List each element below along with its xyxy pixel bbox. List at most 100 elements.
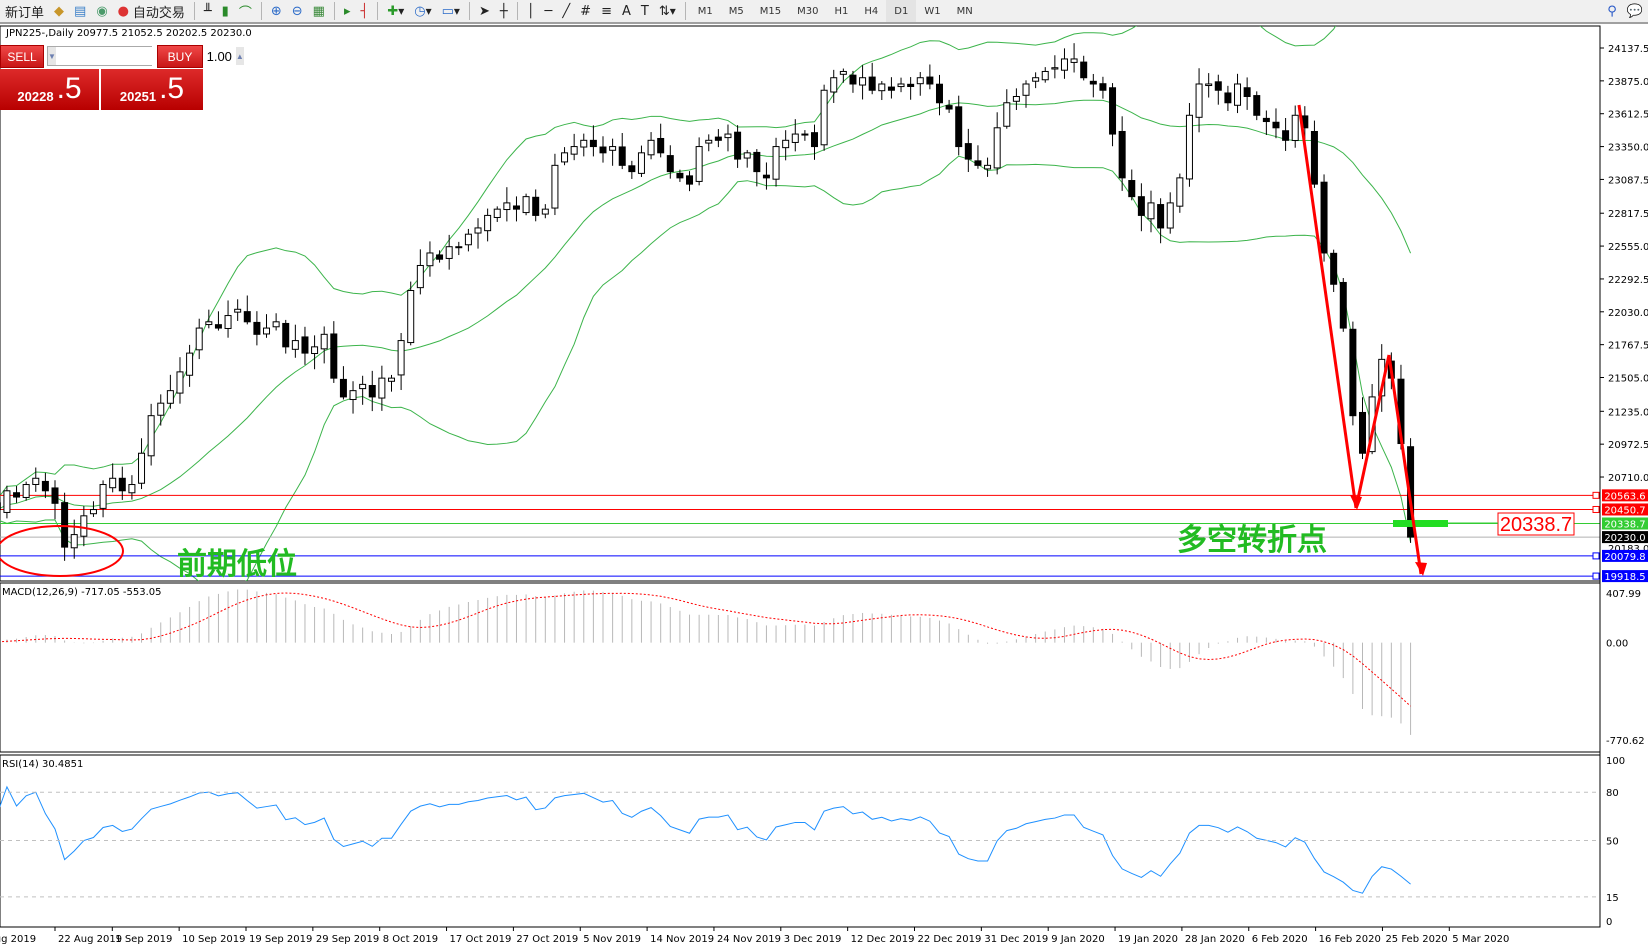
candle [416,249,424,295]
equidistant-channel-icon[interactable]: # [580,3,592,19]
candle-body [955,106,963,148]
price-level-tag-text: 20563.6 [1604,491,1645,502]
candle-body [541,208,549,215]
crosshair-icon[interactable]: ┼ [499,3,508,19]
text-label-icon[interactable]: T [640,3,649,19]
candlestick-icon[interactable]: ▮ [221,3,229,19]
tile-windows-icon[interactable]: ▦ [312,3,325,19]
candle-body [263,327,271,335]
candle-body [1349,328,1357,417]
sell-price[interactable]: 20228.5 [0,69,99,110]
bar-chart-icon[interactable]: ╨ [203,3,212,19]
sell-button[interactable]: SELL [0,45,44,68]
vertical-line-icon[interactable]: │ [526,3,535,19]
new-order-button[interactable]: 新订单 [0,0,49,22]
turning-price-text: 20338.7 [1500,514,1572,536]
previous-low-text: 前期低位 [177,547,297,582]
templates-icon[interactable]: ▭ ▾ [441,3,460,19]
price-axis-label: 20710.0 [1608,473,1648,484]
candle [263,314,271,338]
timeframe-mn[interactable]: MN [956,5,973,17]
candle-body [70,534,78,549]
navigator-icon[interactable]: ▤ [74,3,87,19]
candle-body [176,371,184,394]
candle [859,65,867,100]
bollinger-middle-line [0,99,1412,509]
metaeditor-icon[interactable]: ◆ [54,3,65,19]
rsi-axis-label: 50 [1606,837,1619,848]
candle [1349,321,1357,426]
candle [1060,48,1068,79]
candle [359,375,367,405]
price-axis-label: 21235.0 [1608,407,1648,418]
turning-point-marker [1393,520,1448,527]
candle [551,153,559,216]
timeframe-h1[interactable]: H1 [834,5,849,17]
zoom-out-icon[interactable]: ⊖ [291,3,303,19]
price-level-tag: 20079.8 [1592,549,1648,563]
auto-scroll-icon[interactable]: ▸ [343,3,351,19]
candle-body [13,492,21,498]
price-level-tag-bg [1602,549,1648,562]
lot-increase-button[interactable]: ▲ [235,47,244,65]
indicators-icon[interactable]: ✚ ▾ [387,3,405,19]
fibonacci-icon[interactable]: ≡ [601,3,612,19]
candle-body [407,290,415,344]
candle [1262,110,1270,136]
candle-body [762,174,770,179]
price-level-tag-bg [1602,531,1648,544]
timeframe-m1[interactable]: M1 [697,5,713,17]
candle-body [397,340,405,376]
candle [791,119,799,152]
buy-button[interactable]: BUY [157,45,203,68]
lot-decrease-button[interactable]: ▼ [48,47,56,65]
timeframe-m5[interactable]: M5 [728,5,744,17]
auto-trading-button[interactable]: ● 自动交易 [117,3,185,21]
lot-stepper[interactable]: ▼ ▲ [47,46,244,66]
timeframe-h4[interactable]: H4 [864,5,879,17]
trendline-icon[interactable]: ╱ [562,3,571,19]
candle-body [705,139,713,144]
lot-input[interactable] [55,47,236,65]
zoom-in-icon[interactable]: ⊕ [270,3,282,19]
candle [253,311,261,346]
timeframe-w1[interactable]: W1 [924,5,941,17]
price-axis-label: 23350.0 [1608,143,1648,154]
candle-body [839,70,847,75]
candle [166,374,174,409]
horizontal-line-icon[interactable]: ─ [544,3,553,19]
candle [128,475,136,500]
buy-price[interactable]: 20251.5 [101,69,203,110]
arrowhead-icon [1415,562,1427,576]
candle [339,366,347,400]
candle-body [714,136,722,141]
text-icon[interactable]: A [621,3,631,19]
timeframe-d1[interactable]: D1 [886,0,917,22]
arrows-icon[interactable]: ⇅ ▾ [658,3,676,19]
chart-area[interactable]: 20183.0 20563.6 20450.7 20338.7 20230.0 20079… [0,24,1648,945]
chart-shift-icon[interactable]: ┤ [360,3,369,19]
candle [1080,55,1088,81]
timeframe-m30[interactable]: M30 [797,5,819,17]
timeframe-m15[interactable]: M15 [759,5,782,17]
candle [609,138,617,166]
candle-body [1032,77,1040,82]
candle-body [772,146,780,180]
candle-body [916,77,924,85]
candle-body [561,152,569,163]
periods-clock-icon[interactable]: ◷ ▾ [414,3,432,19]
search-icon[interactable]: ⚲ [1607,3,1617,19]
candle [301,326,309,365]
macd-axis-label: 0.00 [1606,639,1628,650]
line-chart-icon[interactable]: ⌒ [238,5,252,21]
candle [368,370,376,412]
cursor-icon[interactable]: ➤ [478,3,490,19]
candle [686,171,694,192]
signals-icon[interactable]: ◉ [96,3,108,19]
candle [118,466,126,500]
candle-body [416,264,424,289]
candle [532,189,540,222]
chat-icon[interactable]: 💬 [1626,3,1643,19]
timeframe-bar: M1 M5 M15 M30 H1 H4 D1 W1 MN [690,0,981,22]
candle-body [1109,87,1117,135]
